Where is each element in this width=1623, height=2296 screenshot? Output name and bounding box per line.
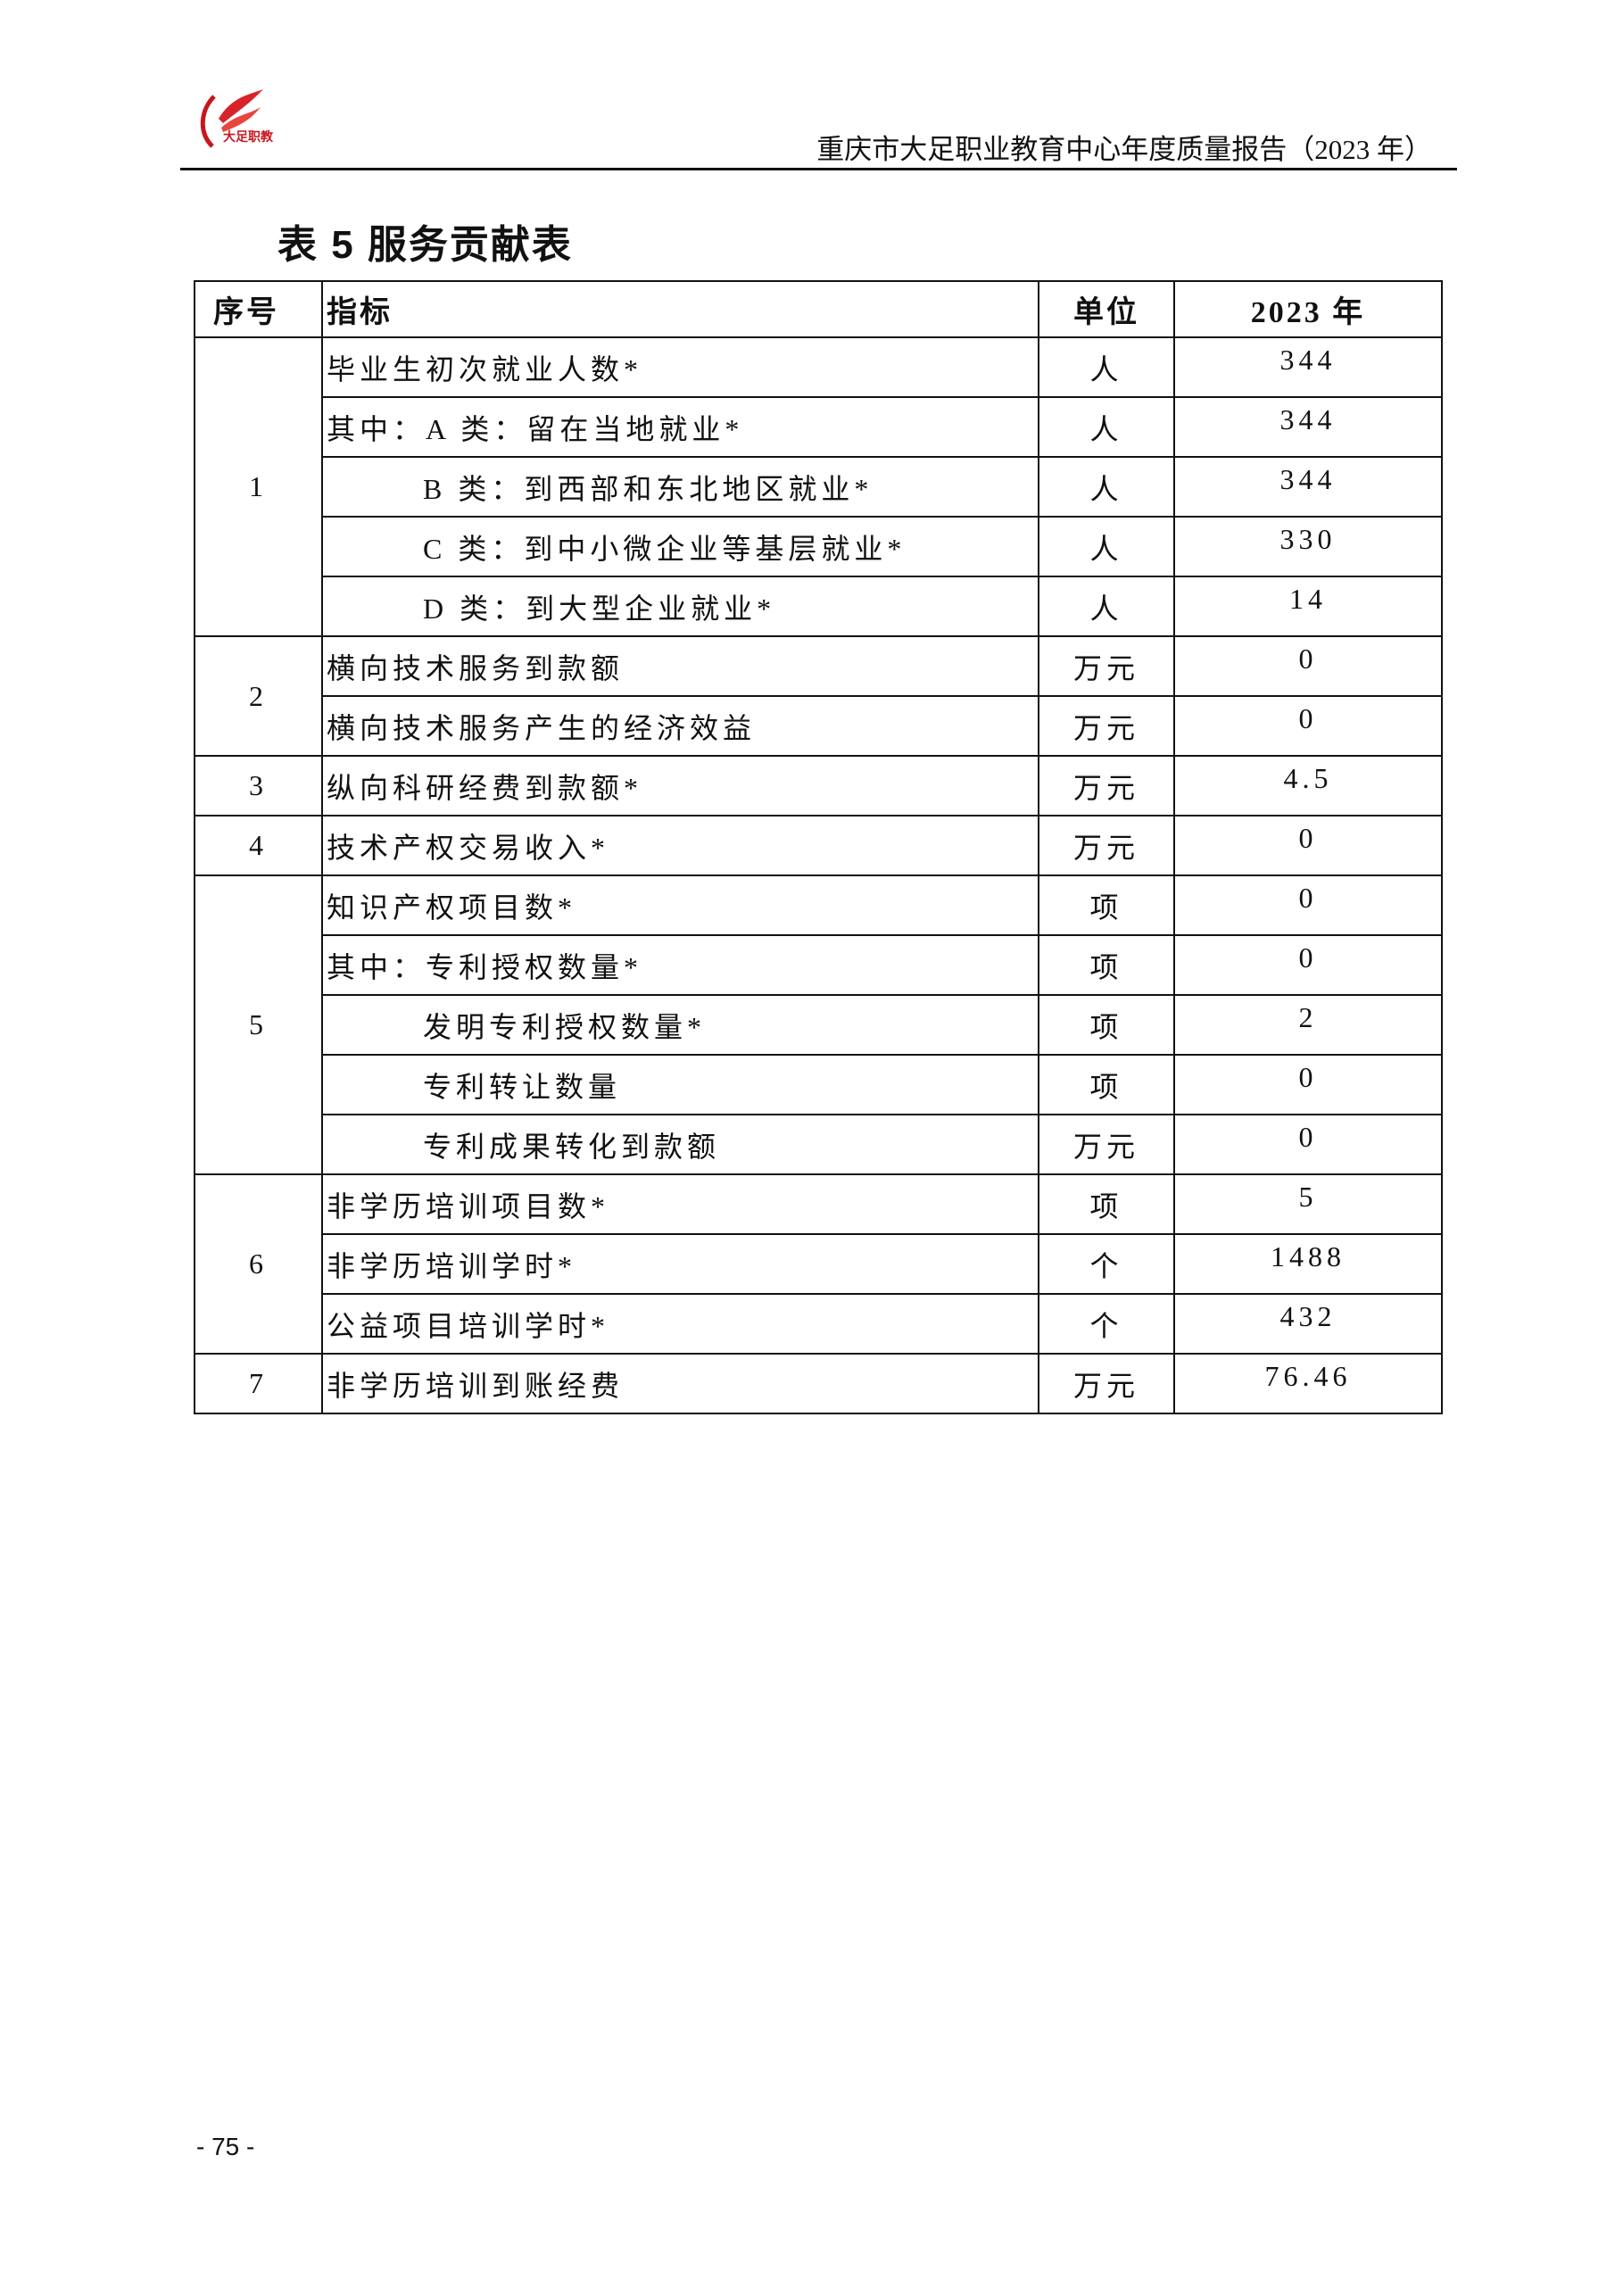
- unit-cell: 人: [1038, 516, 1175, 577]
- indicator-cell: 纵向科研经费到款额*: [321, 755, 1039, 816]
- unit-cell: 项: [1038, 994, 1175, 1056]
- unit-cell: 万元: [1038, 755, 1175, 816]
- logo-text: 大足职教: [223, 129, 273, 144]
- header-indicator: 指标: [321, 280, 1039, 338]
- row-number: 1: [194, 336, 323, 637]
- value-cell: 0: [1173, 1054, 1443, 1115]
- value-cell: 5: [1173, 1173, 1443, 1235]
- table-row: 1 毕业生初次就业人数* 人 344: [194, 336, 1443, 637]
- report-header-title: 重庆市大足职业教育中心年度质量报告（2023 年）: [816, 134, 1432, 165]
- table-row: 专利成果转化到款额 万元 0: [195, 1114, 1443, 1175]
- value-cell: 1488: [1173, 1233, 1443, 1295]
- header-divider: [180, 168, 1457, 170]
- indicator-cell: C 类：到中小微企业等基层就业*: [321, 516, 1039, 577]
- value-cell: 14: [1173, 576, 1443, 637]
- indicator-cell: 发明专利授权数量*: [321, 994, 1039, 1056]
- table-row: 3 纵向科研经费到款额* 万元 4.5: [194, 755, 1443, 816]
- table-row: 公益项目培训学时* 个 432: [195, 1293, 1443, 1355]
- table-row: 非学历培训学时* 个 1488: [195, 1233, 1443, 1295]
- value-cell: 0: [1173, 695, 1443, 757]
- unit-cell: 万元: [1038, 635, 1175, 697]
- unit-cell: 人: [1038, 576, 1175, 637]
- row-number: 3: [194, 755, 323, 816]
- unit-cell: 万元: [1038, 1114, 1175, 1175]
- row-number: 6: [194, 1173, 323, 1355]
- table-row: 2 横向技术服务到款额 万元 0: [194, 635, 1443, 757]
- header-no: 序号: [194, 280, 323, 338]
- indicator-cell: 非学历培训学时*: [321, 1233, 1039, 1295]
- indicator-cell: 公益项目培训学时*: [321, 1293, 1039, 1355]
- unit-cell: 项: [1038, 934, 1175, 996]
- table-row: C 类：到中小微企业等基层就业* 人 330: [195, 516, 1443, 577]
- unit-cell: 项: [1038, 1054, 1175, 1115]
- row-number: 5: [194, 874, 323, 1175]
- value-cell: 330: [1173, 516, 1443, 577]
- table-row: D 类：到大型企业就业* 人 14: [195, 576, 1443, 637]
- value-cell: 0: [1173, 934, 1443, 996]
- row-number: 2: [194, 635, 323, 757]
- table-row: 其中：专利授权数量* 项 0: [195, 934, 1443, 996]
- row-number: 7: [194, 1353, 323, 1414]
- value-cell: 4.5: [1173, 755, 1443, 816]
- value-cell: 344: [1173, 456, 1443, 518]
- value-cell: 0: [1173, 874, 1443, 936]
- indicator-cell: 专利转让数量: [321, 1054, 1039, 1115]
- page-number: - 75 -: [196, 2133, 255, 2160]
- indicator-cell: 其中：专利授权数量*: [321, 934, 1039, 996]
- header-year: 2023 年: [1173, 280, 1443, 338]
- unit-cell: 项: [1038, 1173, 1175, 1235]
- indicator-cell: 横向技术服务产生的经济效益: [321, 695, 1039, 757]
- school-logo: [200, 89, 263, 148]
- value-cell: 0: [1173, 635, 1443, 697]
- table-row: 7 非学历培训到账经费 万元 76.46: [194, 1353, 1443, 1414]
- indicator-cell: D 类：到大型企业就业*: [321, 576, 1039, 637]
- unit-cell: 万元: [1038, 815, 1175, 876]
- unit-cell: 万元: [1038, 695, 1175, 757]
- indicator-cell: B 类：到西部和东北地区就业*: [321, 456, 1039, 518]
- value-cell: 2: [1173, 994, 1443, 1056]
- indicator-cell: 知识产权项目数*: [321, 874, 1039, 936]
- table-row: 5 知识产权项目数* 项 0: [194, 874, 1443, 1175]
- header-unit: 单位: [1038, 280, 1175, 338]
- indicator-cell: 非学历培训项目数*: [321, 1173, 1039, 1235]
- indicator-cell: 技术产权交易收入*: [321, 815, 1039, 876]
- table-row: 专利转让数量项 0: [195, 1054, 1443, 1115]
- table-row: 发明专利授权数量* 项 2: [195, 994, 1443, 1056]
- unit-cell: 个: [1038, 1233, 1175, 1295]
- value-cell: 344: [1173, 396, 1443, 458]
- unit-cell: 万元: [1038, 1353, 1175, 1414]
- service-contribution-table: 序号 指标 单位 2023 年 1 毕业生初次就业人数* 人 344 其中：A 类：留在…: [194, 280, 1443, 1414]
- value-cell: 0: [1173, 815, 1443, 876]
- table-row: 横向技术服务产生的经济效益 万元 0: [195, 695, 1443, 757]
- table-title: 表 5 服务贡献表: [277, 223, 573, 267]
- unit-cell: 人: [1038, 456, 1175, 518]
- value-cell: 0: [1173, 1114, 1443, 1175]
- indicator-cell: 专利成果转化到款额: [321, 1114, 1039, 1175]
- table-row: 4 技术产权交易收入* 万元 0: [194, 815, 1443, 876]
- unit-cell: 项: [1038, 874, 1175, 936]
- indicator-cell: 其中：A 类：留在当地就业*: [321, 396, 1039, 458]
- indicator-cell: 非学历培训到账经费: [321, 1353, 1039, 1414]
- table-header-row: 序号 指标 单位 2023 年: [194, 280, 1443, 338]
- unit-cell: 个: [1038, 1293, 1175, 1355]
- value-cell: 76.46: [1173, 1353, 1443, 1414]
- value-cell: 432: [1173, 1293, 1443, 1355]
- unit-cell: 人: [1038, 336, 1175, 398]
- unit-cell: 人: [1038, 396, 1175, 458]
- indicator-cell: 毕业生初次就业人数*: [321, 336, 1039, 398]
- row-number: 4: [194, 815, 323, 876]
- indicator-cell: 横向技术服务到款额: [321, 635, 1039, 697]
- table-row: 其中：A 类：留在当地就业* 人 344: [195, 396, 1443, 458]
- table-row: B 类：到西部和东北地区就业* 人 344: [195, 456, 1443, 518]
- table-row: 6 非学历培训项目数* 项 5: [194, 1173, 1443, 1355]
- value-cell: 344: [1173, 336, 1443, 398]
